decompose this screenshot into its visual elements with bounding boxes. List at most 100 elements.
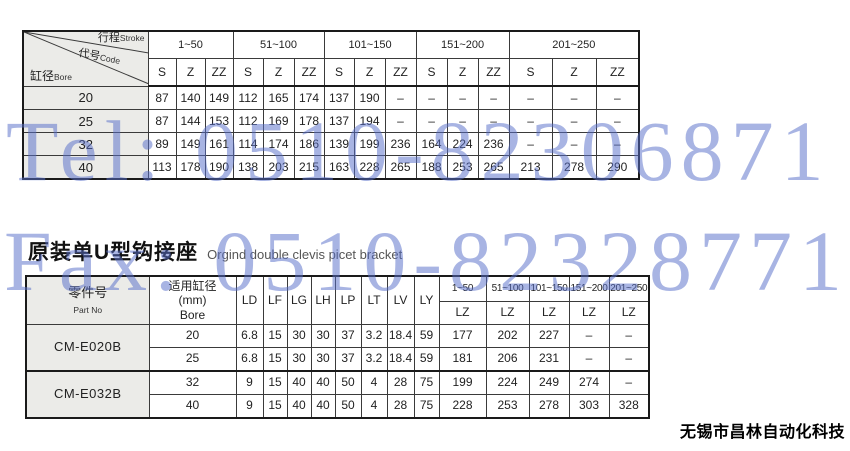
table-cell: – xyxy=(446,85,479,110)
table-cell: 4 xyxy=(360,370,388,395)
table-cell: – xyxy=(608,370,650,395)
table-cell: 6.8 xyxy=(235,347,264,372)
table-cell: 228 xyxy=(353,155,386,180)
code-header: S xyxy=(508,58,553,87)
table-cell: 199 xyxy=(353,132,386,156)
table-cell: 40 xyxy=(286,394,312,419)
table-cell: 149 xyxy=(204,85,234,110)
table-row: CM-E032B 32 9 15 40 40 50 4 28 75 199 22… xyxy=(25,370,650,419)
table-cell: 37 xyxy=(334,324,362,348)
table-cell: 138 xyxy=(232,155,264,180)
stroke-range-header: 51~100 xyxy=(232,30,325,59)
table-cell: 28 xyxy=(386,370,415,395)
table-row: 20 87 140 149 112 165 174 137 190 – – – … xyxy=(22,85,640,110)
table-cell: 190 xyxy=(353,85,386,110)
diagonal-header-cell: 行程Stroke 代号Code 缸径Bore xyxy=(22,30,149,87)
table-cell: 50 xyxy=(334,394,362,419)
code-header: S xyxy=(415,58,448,87)
table-row: 32 89 149 161 114 174 186 139 199 236 16… xyxy=(22,132,640,156)
bore-value-cell: 40 xyxy=(22,155,149,180)
table-cell: – xyxy=(551,132,597,156)
code-header: Z xyxy=(446,58,479,87)
stroke-range-header: 101~150 xyxy=(528,275,570,302)
section-title: 原装单U型钩接座 Orgind double clevis picet brack… xyxy=(28,236,402,266)
code-header: ZZ xyxy=(384,58,417,87)
table-cell: 169 xyxy=(262,109,295,133)
stroke-range-header: 101~150 xyxy=(323,30,417,59)
code-header: ZZ xyxy=(595,58,640,87)
dim-header: LP xyxy=(334,275,362,325)
table-cell: 15 xyxy=(262,324,288,348)
part-no-header-english: Part No xyxy=(73,304,103,315)
table-cell: 236 xyxy=(384,132,417,156)
bore-value-cell: 25 xyxy=(148,347,237,372)
table-cell: 139 xyxy=(323,132,355,156)
table-cell: – xyxy=(608,324,650,348)
table-cell: 114 xyxy=(232,132,264,156)
part-no-cell: CM-E032B xyxy=(25,370,150,419)
section-title-chinese: 原装单U型钩接座 xyxy=(28,241,199,264)
table-cell: 59 xyxy=(413,324,440,348)
table-cell: – xyxy=(477,85,510,110)
table-cell: 203 xyxy=(262,155,295,180)
dim-header: LG xyxy=(286,275,312,325)
table-cell: 18.4 xyxy=(386,347,415,372)
bore-value-cell: 40 xyxy=(148,394,237,419)
table-cell: 144 xyxy=(175,109,206,133)
dim-header: LD xyxy=(235,275,264,325)
table-cell: – xyxy=(508,109,553,133)
dim-header: LH xyxy=(310,275,336,325)
table-cell: 265 xyxy=(384,155,417,180)
table-cell: 224 xyxy=(485,370,530,395)
table-cell: 163 xyxy=(323,155,355,180)
company-name: 无锡市昌林自动化科技 xyxy=(679,424,845,441)
table-cell: 253 xyxy=(485,394,530,419)
code-header: Z xyxy=(262,58,295,87)
stroke-range-header: 51~100 xyxy=(485,275,530,302)
table-cell: – xyxy=(595,132,640,156)
bore-value-cell: 20 xyxy=(22,85,149,110)
table-cell: 202 xyxy=(485,324,530,348)
table-cell: 290 xyxy=(595,155,640,180)
stroke-range-header: 201~250 xyxy=(508,30,640,59)
table-cell: 89 xyxy=(147,132,177,156)
table-cell: 50 xyxy=(334,370,362,395)
table-cell: – xyxy=(415,85,448,110)
table-cell: 28 xyxy=(386,394,415,419)
lz-header: LZ xyxy=(438,301,487,325)
section-title-english: Orgind double clevis picet bracket xyxy=(207,247,403,262)
table-cell: 9 xyxy=(235,394,264,419)
dim-header: LV xyxy=(386,275,415,325)
table-cell: 15 xyxy=(262,370,288,395)
table-cell: 194 xyxy=(353,109,386,133)
stroke-range-header: 201~250 xyxy=(608,275,650,302)
code-header: ZZ xyxy=(477,58,510,87)
table-cell: 4 xyxy=(360,394,388,419)
table-cell: 215 xyxy=(293,155,325,180)
table-cell: 9 xyxy=(235,370,264,395)
lz-header: LZ xyxy=(485,301,530,325)
table-cell: 213 xyxy=(508,155,553,180)
dim-header: LF xyxy=(262,275,288,325)
lz-header: LZ xyxy=(528,301,570,325)
bore-value-cell: 25 xyxy=(22,109,149,133)
table-cell: 112 xyxy=(232,85,264,110)
diagonal-header-content: 行程Stroke 代号Code 缸径Bore xyxy=(24,32,147,85)
table-cell: 224 xyxy=(446,132,479,156)
table-cell: 236 xyxy=(477,132,510,156)
table-cell: 40 xyxy=(310,394,336,419)
code-header: Z xyxy=(353,58,386,87)
table-cell: 164 xyxy=(415,132,448,156)
dim-header: LT xyxy=(360,275,388,325)
bore-header-cell: 适用缸径 (mm) Bore xyxy=(148,275,237,325)
diagonal-lines xyxy=(24,32,147,84)
table-cell: 178 xyxy=(175,155,206,180)
table-cell: 206 xyxy=(485,347,530,372)
stroke-range-header: 1~50 xyxy=(147,30,234,59)
table-cell: 59 xyxy=(413,347,440,372)
table-cell: 253 xyxy=(446,155,479,180)
table-cell: 181 xyxy=(438,347,487,372)
part-no-header-cell: 零件号 Part No xyxy=(25,275,150,325)
clevis-bracket-table: 零件号 Part No 适用缸径 (mm) Bore LD LF LG LH L… xyxy=(25,275,650,419)
table-cell: 40 xyxy=(310,370,336,395)
